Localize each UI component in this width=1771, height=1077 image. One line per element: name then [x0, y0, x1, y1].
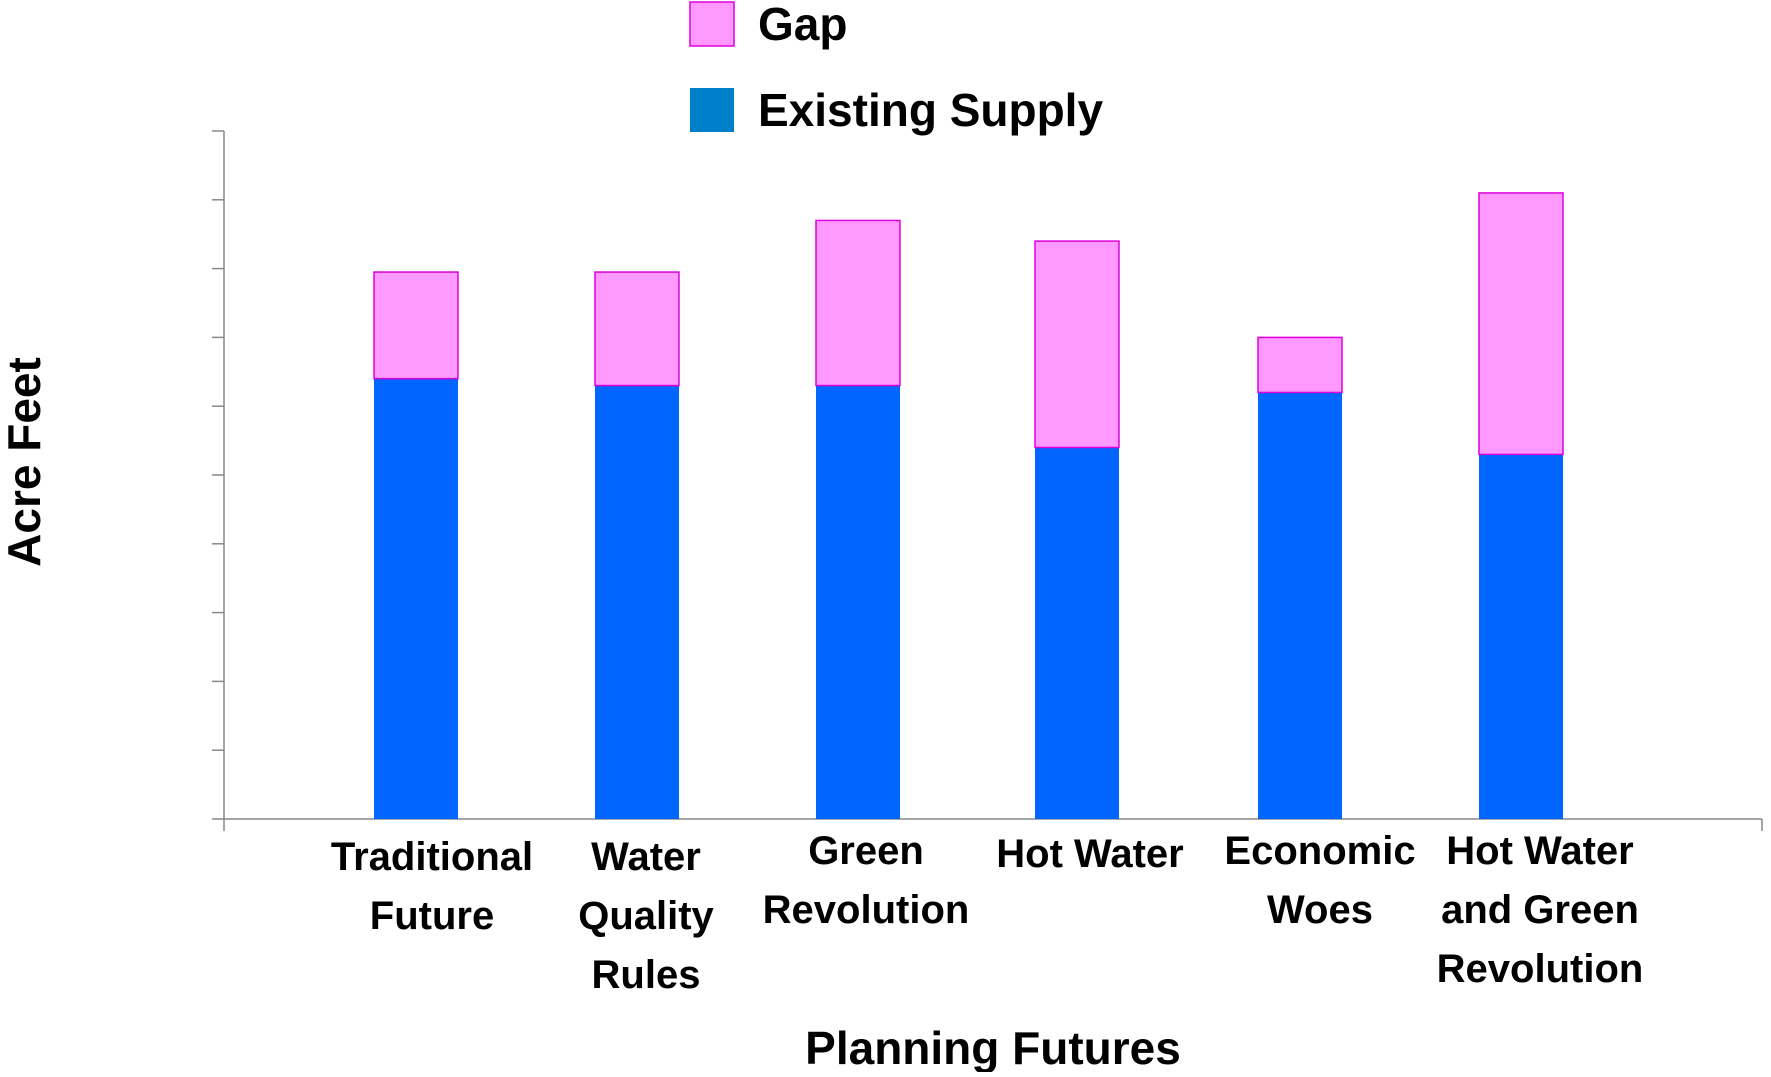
bar-existing-supply — [595, 385, 679, 819]
x-tick-label: Hot Water and Green Revolution — [1437, 829, 1644, 991]
bar-existing-supply — [1479, 454, 1563, 819]
bar-existing-supply — [374, 378, 458, 819]
x-tick-label: Economic Woes — [1224, 829, 1415, 932]
bar-gap — [594, 271, 680, 387]
x-tick-label: Traditional Future — [331, 835, 533, 938]
bar-existing-supply — [1035, 447, 1119, 819]
x-tick-label: Water Quality Rules — [578, 835, 714, 997]
bar-gap — [1257, 336, 1343, 394]
bar-existing-supply — [816, 385, 900, 819]
y-axis-title: Acre Feet — [0, 357, 50, 567]
legend-label: Gap — [758, 0, 847, 50]
x-tick-label: Green Revolution — [763, 829, 970, 932]
x-tick-label: Hot Water — [996, 832, 1183, 876]
bar-gap — [1034, 240, 1120, 449]
bar-gap — [1478, 192, 1564, 456]
x-axis-title: Planning Futures — [805, 1022, 1181, 1072]
legend-swatch — [689, 1, 735, 47]
legend: Gap Existing Supply — [689, 0, 1103, 136]
bar-gap — [815, 219, 901, 387]
bars — [373, 192, 1564, 819]
bar-existing-supply — [1258, 392, 1342, 819]
category-labels: Traditional Future Water Quality Rules Green R… — [331, 829, 1643, 997]
legend-label: Existing Supply — [758, 84, 1103, 136]
bar-gap — [373, 271, 459, 380]
legend-swatch — [690, 88, 734, 132]
